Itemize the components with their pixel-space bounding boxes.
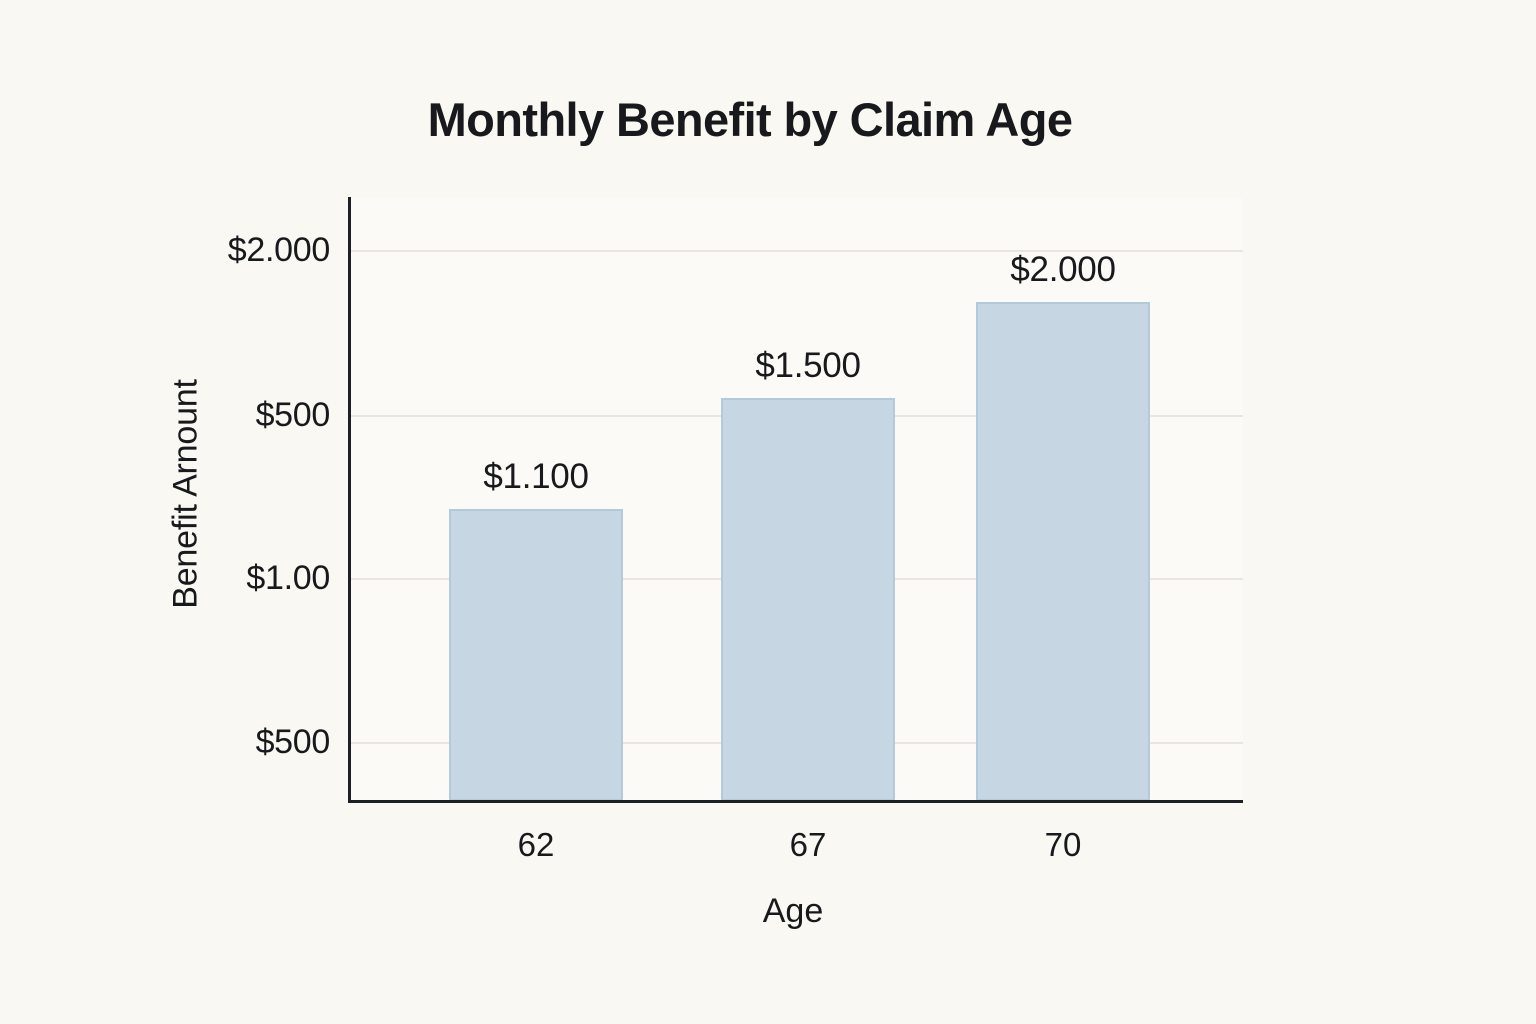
bar-value-label: $2.000	[1010, 250, 1116, 289]
x-axis-title: Age	[762, 892, 824, 930]
x-axis-tick-label: 67	[789, 826, 827, 863]
y-axis-tick-label: $500	[255, 396, 331, 434]
bar-age-67	[721, 398, 895, 801]
x-axis-line	[348, 800, 1243, 803]
y-axis-tick-label: $500	[255, 723, 331, 761]
y-axis-tick-label: $2.000	[227, 231, 331, 269]
y-axis-tick-label: $1.00	[246, 559, 330, 597]
x-axis-tick-label: 70	[1044, 826, 1082, 863]
bar-value-label: $1.100	[483, 457, 589, 496]
plot-area: $1.100 $1.500 $2.000	[351, 198, 1243, 801]
x-axis-tick-label: 62	[517, 826, 555, 863]
bar-age-70	[976, 302, 1150, 801]
chart-title: Monthly Benefit by Claim Age	[427, 93, 1073, 146]
gridline	[351, 250, 1243, 252]
bar-age-62	[449, 509, 623, 801]
y-axis-line	[348, 197, 351, 803]
bar-value-label: $1.500	[755, 346, 861, 385]
